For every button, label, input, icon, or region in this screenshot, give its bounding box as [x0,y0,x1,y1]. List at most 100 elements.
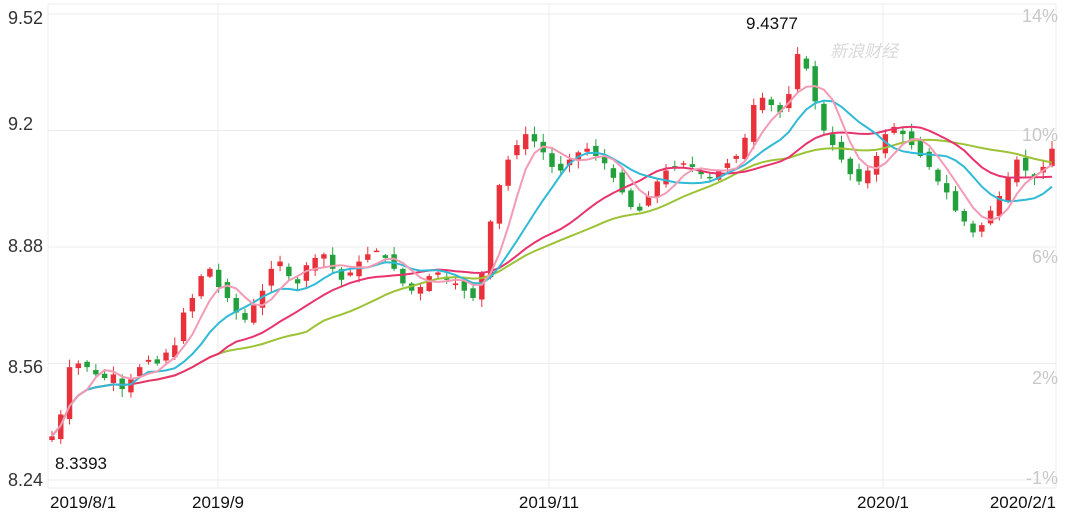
candle-body-38 [382,255,389,258]
watermark-text: 新浪财经 [830,42,900,61]
candle-body-19 [215,269,222,288]
candle-body-76 [715,170,722,180]
y-tick-left-2: 8.88 [8,236,43,256]
ma10-line [51,99,1053,437]
y-tick-left-4: 8.24 [8,470,43,490]
y-tick-right-1: 10% [1022,125,1058,145]
candle-body-42 [417,287,424,294]
candle-body-17 [198,276,204,297]
candle-body-72 [680,163,687,165]
y-tick-left-1: 9.2 [8,114,33,134]
candle-body-24 [259,290,266,308]
x-tick-4: 2020/2/1 [990,493,1056,512]
candle-body-104 [961,211,967,222]
candle-body-65 [619,172,625,193]
candle-body-89 [829,134,836,146]
candle-body-37 [373,250,380,253]
candle-body-2 [66,367,73,420]
candle-body-103 [952,191,959,211]
candle-body-78 [733,155,739,159]
candle-body-102 [944,183,950,193]
candle-body-73 [689,164,696,167]
candle-body-36 [365,254,371,260]
x-tick-3: 2020/1 [857,493,909,512]
candle-body-27 [286,266,292,277]
candle-body-68 [645,196,652,206]
candle-body-48 [470,288,476,298]
ma5-line [51,85,1053,437]
candles [49,47,1055,444]
min-price-label: 8.3393 [55,454,107,473]
candle-body-47 [461,280,467,291]
candle-body-18 [207,268,213,277]
candle-body-101 [935,169,941,182]
candle-body-111 [1022,157,1029,171]
ma20-line [51,125,1053,437]
candle-body-110 [1014,159,1020,183]
candle-body-99 [917,141,924,156]
candle-body-64 [610,168,617,178]
y-tick-right-0: 14% [1022,6,1058,26]
candle-body-75 [707,176,713,179]
candle-body-30 [312,257,318,271]
candle-body-26 [277,261,283,267]
candle-body-90 [838,141,845,160]
candle-body-96 [891,126,897,133]
candle-body-109 [1005,177,1011,202]
candle-body-80 [751,105,757,142]
candle-body-4 [84,361,90,368]
grid [47,3,1057,489]
candle-body-52 [505,159,511,186]
y-tick-right-2: 6% [1032,247,1058,267]
moving-averages [51,85,1053,437]
candle-body-33 [338,269,345,280]
candle-body-58 [558,163,564,171]
candle-body-39 [391,254,397,269]
candle-body-77 [724,163,731,168]
candle-body-100 [926,151,932,167]
candle-body-46 [452,283,459,286]
candle-body-95 [882,134,889,154]
candle-body-22 [242,313,248,320]
candle-body-43 [426,276,432,292]
candle-body-70 [663,170,669,185]
y-tick-right-3: 2% [1032,368,1058,388]
candle-body-25 [268,268,275,286]
candle-body-21 [233,298,239,313]
candle-body-114 [1049,148,1055,167]
candle-body-16 [189,297,196,312]
candle-body-40 [400,268,406,284]
candle-body-106 [979,225,985,232]
candle-body-92 [856,169,862,182]
candle-body-87 [812,66,818,102]
candle-body-11 [145,359,152,362]
candle-body-105 [970,223,976,233]
candle-body-57 [549,153,555,167]
candle-body-94 [873,155,880,175]
candle-body-15 [180,312,187,342]
candle-body-66 [628,190,634,207]
x-tick-1: 2019/9 [192,493,244,512]
candle-body-28 [294,279,301,284]
candle-body-74 [698,171,704,175]
candle-body-34 [347,272,353,276]
y-tick-left-3: 8.56 [8,357,43,377]
candle-body-81 [759,97,766,111]
candle-body-67 [637,206,643,211]
candle-body-50 [487,221,494,278]
candle-body-10 [137,367,143,377]
x-tick-0: 2019/8/1 [50,493,116,512]
candle-body-51 [496,185,503,224]
candle-body-91 [847,158,853,175]
candle-body-85 [794,54,801,90]
y-tick-left-0: 9.52 [8,8,43,28]
candle-body-13 [163,352,169,361]
candle-body-32 [329,254,336,269]
candle-body-6 [101,373,108,379]
candle-body-86 [803,58,810,69]
candle-body-8 [119,378,125,389]
candle-body-14 [172,345,178,358]
candle-body-23 [251,305,257,323]
candle-body-53 [514,145,520,156]
